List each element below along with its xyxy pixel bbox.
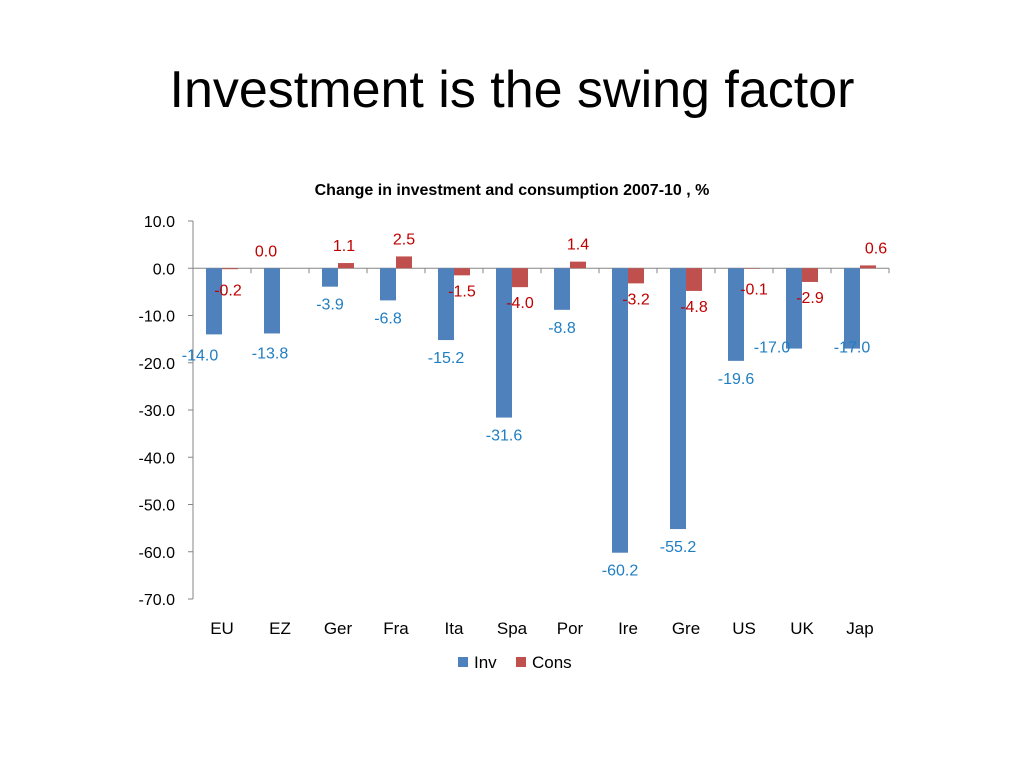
data-label-inv: -14.0 bbox=[182, 347, 219, 364]
legend-swatch-inv bbox=[458, 657, 468, 667]
x-category-label: UK bbox=[790, 619, 814, 638]
bar-cons bbox=[222, 268, 238, 270]
data-label-inv: -17.0 bbox=[754, 340, 791, 357]
y-tick-label: -40.0 bbox=[139, 450, 176, 467]
y-tick-label: -50.0 bbox=[139, 498, 176, 515]
bar-inv bbox=[438, 268, 454, 341]
x-category-label: Spa bbox=[497, 619, 528, 638]
data-label-cons: -4.8 bbox=[680, 299, 708, 316]
legend-label-cons: Cons bbox=[532, 653, 572, 672]
data-label-cons: 0.6 bbox=[865, 240, 887, 257]
chart-legend: Inv Cons bbox=[458, 653, 572, 672]
chart-bars bbox=[206, 256, 876, 553]
bar-cons bbox=[570, 261, 586, 269]
x-category-label: Jap bbox=[846, 619, 873, 638]
y-tick-label: -60.0 bbox=[139, 545, 176, 562]
x-category-label: EU bbox=[210, 619, 234, 638]
data-label-cons: -3.2 bbox=[622, 291, 650, 308]
data-label-cons: 1.1 bbox=[333, 238, 355, 255]
bar-inv bbox=[380, 268, 396, 301]
bar-cons bbox=[454, 268, 470, 276]
x-category-label: Por bbox=[557, 619, 584, 638]
y-tick-label: -20.0 bbox=[139, 356, 176, 373]
bar-cons bbox=[860, 265, 876, 269]
bar-inv bbox=[554, 268, 570, 310]
data-label-inv: -8.8 bbox=[548, 320, 576, 337]
bar-cons bbox=[802, 268, 818, 282]
x-category-label: Ita bbox=[445, 619, 464, 638]
data-label-cons: -4.0 bbox=[506, 295, 534, 312]
chart-data-labels: -14.0 -13.8 -3.9 -6.8 -15.2 -31.6 -8.8 -60.2 -55… bbox=[182, 231, 887, 579]
data-label-cons: -0.1 bbox=[740, 281, 768, 298]
data-label-cons: 2.5 bbox=[393, 231, 415, 248]
data-label-inv: -60.2 bbox=[602, 563, 639, 580]
y-tick-label: -70.0 bbox=[139, 592, 176, 609]
x-category-label: US bbox=[732, 619, 756, 638]
data-label-inv: -13.8 bbox=[252, 345, 289, 362]
x-category-label: Ire bbox=[618, 619, 638, 638]
bar-cons bbox=[338, 263, 354, 269]
x-category-label: EZ bbox=[269, 619, 291, 638]
y-tick-label: 0.0 bbox=[153, 261, 175, 278]
data-label-inv: -31.6 bbox=[486, 428, 523, 445]
legend-swatch-cons bbox=[516, 657, 526, 667]
y-tick-label: 10.0 bbox=[144, 214, 175, 231]
slide-title: Investment is the swing factor bbox=[169, 61, 855, 119]
data-label-inv: -6.8 bbox=[374, 310, 402, 327]
bar-inv bbox=[264, 268, 280, 334]
bar-cons bbox=[512, 268, 528, 288]
bar-inv bbox=[496, 268, 512, 418]
data-label-inv: -17.0 bbox=[834, 340, 871, 357]
x-category-label: Gre bbox=[672, 619, 700, 638]
data-label-cons: -1.5 bbox=[448, 283, 476, 300]
data-label-cons: -2.9 bbox=[796, 290, 824, 307]
data-label-cons: -0.2 bbox=[214, 282, 242, 299]
data-label-cons: 0.0 bbox=[255, 243, 277, 260]
bar-inv bbox=[670, 268, 686, 530]
bar-inv bbox=[612, 268, 628, 553]
data-label-cons: 1.4 bbox=[567, 237, 589, 254]
bar-cons bbox=[396, 256, 412, 269]
chart-axes: 10.0 0.0 -10.0 -20.0 -30.0 -40.0 -50.0 -60.0 -70… bbox=[139, 214, 890, 638]
bar-inv bbox=[206, 268, 222, 335]
chart-title: Change in investment and consumption 200… bbox=[315, 182, 710, 199]
y-tick-label: -30.0 bbox=[139, 403, 176, 420]
bar-inv bbox=[844, 268, 860, 349]
x-category-label: Ger bbox=[324, 619, 353, 638]
bar-inv bbox=[728, 268, 744, 361]
data-label-inv: -3.9 bbox=[316, 297, 344, 314]
bar-cons bbox=[686, 268, 702, 291]
bar-inv bbox=[322, 268, 338, 287]
y-tick-label: -10.0 bbox=[139, 309, 176, 326]
bar-inv bbox=[786, 268, 802, 349]
data-label-inv: -19.6 bbox=[718, 371, 755, 388]
x-category-label: Fra bbox=[383, 619, 409, 638]
data-label-inv: -55.2 bbox=[660, 539, 697, 556]
legend-label-inv: Inv bbox=[474, 653, 497, 672]
bar-cons bbox=[628, 268, 644, 284]
data-label-inv: -15.2 bbox=[428, 350, 465, 367]
